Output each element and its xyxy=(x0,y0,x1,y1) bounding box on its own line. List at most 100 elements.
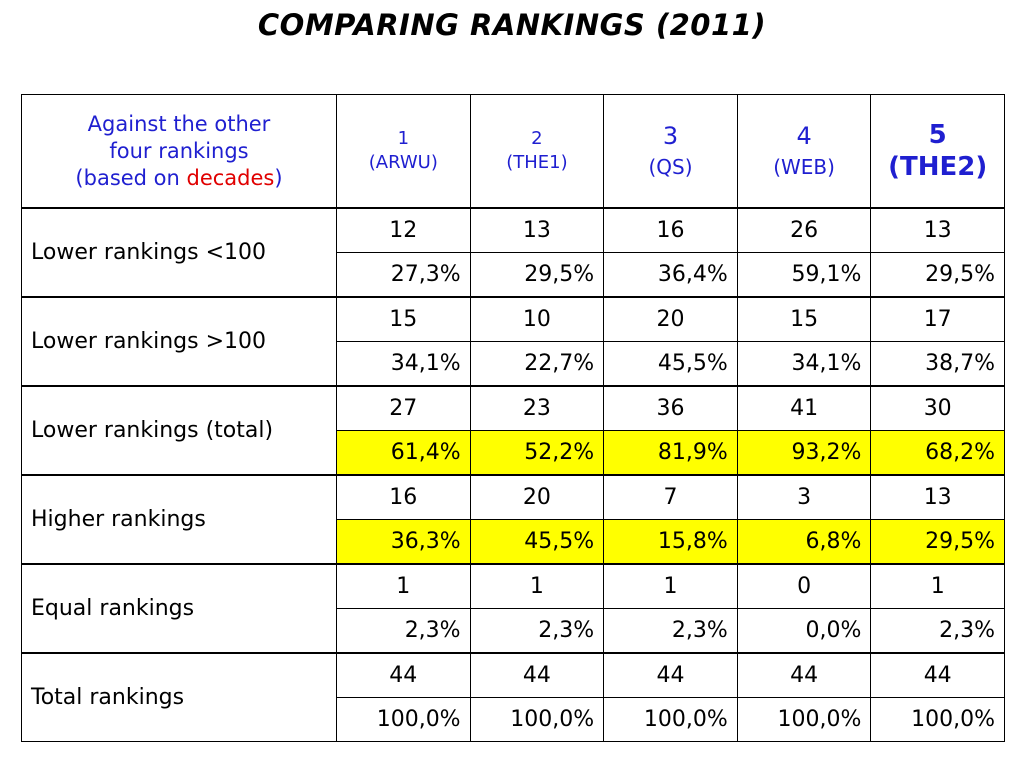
column-header-qs: 3 (QS) xyxy=(603,94,738,209)
percent-cell: 68,2% xyxy=(870,430,1005,476)
count-cell: 16 xyxy=(336,474,471,520)
count-cell: 17 xyxy=(870,296,1005,342)
count-cell: 12 xyxy=(336,207,471,253)
percent-cell: 81,9% xyxy=(603,430,738,476)
column-name: (QS) xyxy=(648,154,693,179)
percent-cell: 2,3% xyxy=(469,608,605,654)
percent-cell: 36,3% xyxy=(336,519,471,565)
column-name: (THE2) xyxy=(888,152,988,182)
column-header-the1: 2 (THE1) xyxy=(469,94,605,209)
count-cell: 20 xyxy=(603,296,738,342)
count-cell: 7 xyxy=(603,474,738,520)
count-cell: 20 xyxy=(469,474,605,520)
count-cell: 16 xyxy=(603,207,738,253)
percent-cell: 34,1% xyxy=(336,341,471,387)
header-row: Against the other four rankings (based o… xyxy=(21,94,1005,209)
count-cell: 44 xyxy=(469,652,605,698)
count-cell: 10 xyxy=(469,296,605,342)
percent-cell: 29,5% xyxy=(870,519,1005,565)
percent-cell: 29,5% xyxy=(870,252,1005,298)
column-header-arwu: 1 (ARWU) xyxy=(336,94,471,209)
column-number: 4 xyxy=(796,121,812,150)
percent-cell: 2,3% xyxy=(870,608,1005,654)
count-cell: 1 xyxy=(336,563,471,609)
corner-line-3-red: decades xyxy=(186,165,275,190)
count-cell: 23 xyxy=(469,385,605,431)
table-row-percents: 34,1% 22,7% 45,5% 34,1% 38,7% xyxy=(22,341,1005,387)
percent-cell: 93,2% xyxy=(736,430,872,476)
column-name: (THE1) xyxy=(506,152,568,173)
count-cell: 44 xyxy=(736,652,872,698)
count-cell: 26 xyxy=(736,207,872,253)
table-row-counts: Lower rankings <100 12 13 16 26 13 xyxy=(21,207,1005,298)
corner-line-3-close: ) xyxy=(274,165,283,190)
percent-cell: 27,3% xyxy=(336,252,471,298)
percent-cell: 100,0% xyxy=(469,697,605,742)
count-cell: 1 xyxy=(603,563,738,609)
count-cell: 44 xyxy=(603,652,738,698)
row-label: Lower rankings (total) xyxy=(21,385,337,476)
percent-cell: 59,1% xyxy=(736,252,872,298)
rankings-table: Against the other four rankings (based o… xyxy=(21,94,1005,742)
count-cell: 36 xyxy=(603,385,738,431)
count-cell: 1 xyxy=(870,563,1005,609)
percent-cell: 29,5% xyxy=(469,252,605,298)
table-row-percents: 100,0% 100,0% 100,0% 100,0% 100,0% xyxy=(22,697,1005,742)
percent-cell: 2,3% xyxy=(336,608,471,654)
column-header-web: 4 (WEB) xyxy=(736,94,872,209)
percent-cell: 52,2% xyxy=(469,430,605,476)
count-cell: 0 xyxy=(736,563,872,609)
percent-cell: 100,0% xyxy=(870,697,1005,742)
corner-header: Against the other four rankings (based o… xyxy=(21,94,337,209)
count-cell: 3 xyxy=(736,474,872,520)
percent-cell: 100,0% xyxy=(336,697,471,742)
count-cell: 13 xyxy=(870,207,1005,253)
column-number: 2 xyxy=(531,128,543,149)
row-label: Equal rankings xyxy=(21,563,337,654)
percent-cell: 100,0% xyxy=(736,697,872,742)
count-cell: 13 xyxy=(469,207,605,253)
table-row-percents: 61,4% 52,2% 81,9% 93,2% 68,2% xyxy=(22,430,1005,476)
count-cell: 44 xyxy=(336,652,471,698)
count-cell: 44 xyxy=(870,652,1005,698)
column-name: (ARWU) xyxy=(368,152,438,173)
percent-cell: 45,5% xyxy=(469,519,605,565)
count-cell: 41 xyxy=(736,385,872,431)
column-number: 5 xyxy=(928,120,947,150)
count-cell: 27 xyxy=(336,385,471,431)
page-title: COMPARING RANKINGS (2011) xyxy=(257,8,767,42)
table-row-percents: 36,3% 45,5% 15,8% 6,8% 29,5% xyxy=(22,519,1005,565)
row-label: Total rankings xyxy=(21,652,337,742)
corner-line-2: four rankings xyxy=(109,138,249,163)
column-header-the2: 5 (THE2) xyxy=(870,94,1005,209)
count-cell: 15 xyxy=(736,296,872,342)
column-number: 3 xyxy=(662,121,679,150)
table-row-counts: Equal rankings 1 1 1 0 1 xyxy=(21,563,1005,654)
percent-cell: 6,8% xyxy=(736,519,872,565)
percent-cell: 45,5% xyxy=(603,341,738,387)
row-label: Lower rankings >100 xyxy=(21,296,337,387)
row-label: Lower rankings <100 xyxy=(21,207,337,298)
table-row-counts: Lower rankings (total) 27 23 36 41 30 xyxy=(21,385,1005,476)
percent-cell: 22,7% xyxy=(469,341,605,387)
percent-cell: 36,4% xyxy=(603,252,738,298)
count-cell: 1 xyxy=(469,563,605,609)
table-row-counts: Lower rankings >100 15 10 20 15 17 xyxy=(21,296,1005,387)
percent-cell: 2,3% xyxy=(603,608,738,654)
corner-line-1: Against the other xyxy=(87,111,271,136)
corner-line-3-open: (based on xyxy=(75,165,187,190)
percent-cell: 100,0% xyxy=(603,697,738,742)
count-cell: 15 xyxy=(336,296,471,342)
percent-cell: 38,7% xyxy=(870,341,1005,387)
table-row-counts: Total rankings 44 44 44 44 44 xyxy=(21,652,1005,742)
percent-cell: 61,4% xyxy=(336,430,471,476)
count-cell: 13 xyxy=(870,474,1005,520)
percent-cell: 34,1% xyxy=(736,341,872,387)
percent-cell: 0,0% xyxy=(736,608,872,654)
table-row-counts: Higher rankings 16 20 7 3 13 xyxy=(21,474,1005,565)
percent-cell: 15,8% xyxy=(603,519,738,565)
count-cell: 30 xyxy=(870,385,1005,431)
column-name: (WEB) xyxy=(773,154,835,179)
row-label: Higher rankings xyxy=(21,474,337,565)
column-number: 1 xyxy=(397,128,410,149)
